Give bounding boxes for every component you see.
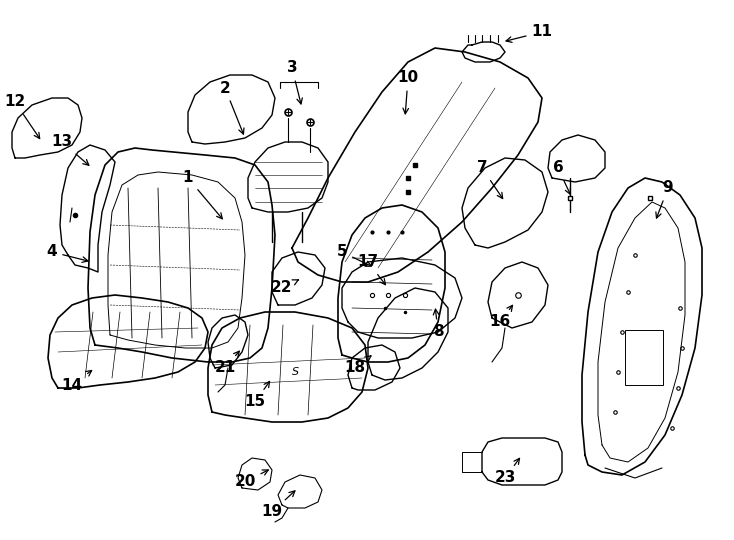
Text: 2: 2 [219,80,244,134]
Text: 14: 14 [62,370,92,393]
Text: 1: 1 [183,171,222,219]
Text: 7: 7 [476,160,503,199]
Text: 15: 15 [244,381,269,409]
Text: 18: 18 [344,356,371,375]
Text: 4: 4 [47,245,88,262]
Text: 10: 10 [397,71,418,114]
Text: 20: 20 [234,470,269,489]
Text: 6: 6 [553,160,570,194]
Text: 23: 23 [494,458,520,485]
Text: 19: 19 [261,491,295,519]
Text: 17: 17 [357,254,385,285]
Bar [625,330,663,385]
Text: 8: 8 [432,309,443,340]
Text: 5: 5 [337,245,371,266]
Text: 11: 11 [506,24,553,42]
Text: 16: 16 [490,305,512,329]
Text: 13: 13 [51,134,89,165]
Text: 3: 3 [287,60,302,104]
Text: 21: 21 [214,351,239,375]
Text: 22: 22 [272,280,299,295]
Text: 9: 9 [656,180,673,218]
Text: 12: 12 [4,94,40,139]
Text: S: S [291,367,299,377]
